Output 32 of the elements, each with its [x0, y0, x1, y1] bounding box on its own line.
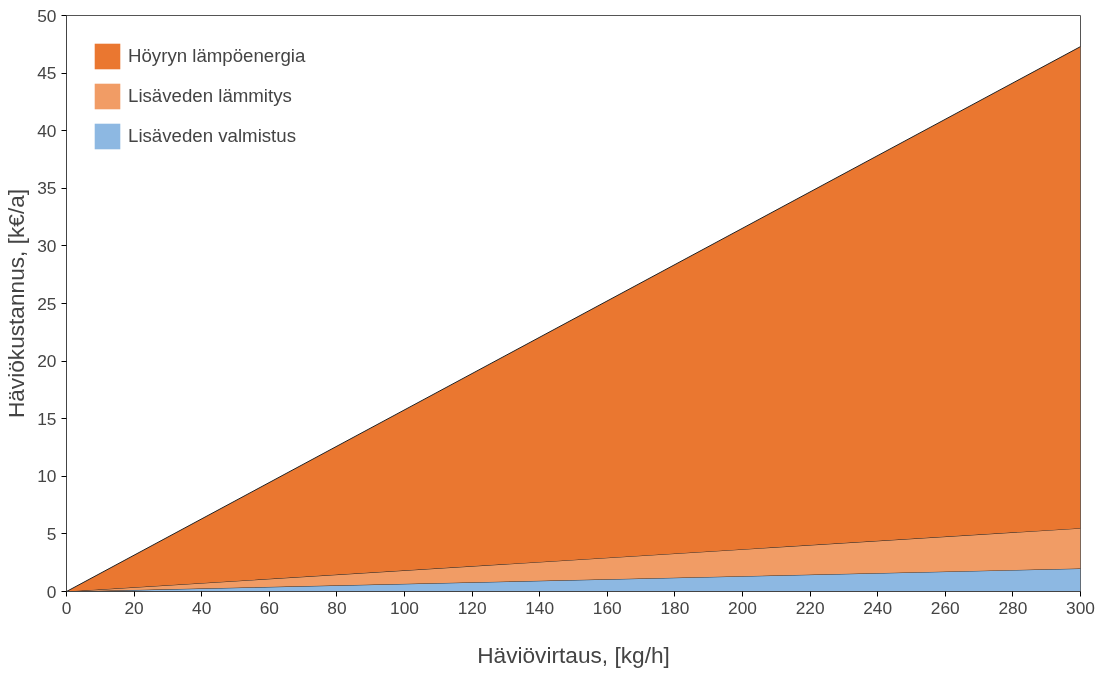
x-axis-title: Häviövirtaus, [kg/h] [477, 641, 670, 668]
x-tick-label: 280 [998, 597, 1028, 618]
y-tick-label: 15 [37, 408, 57, 429]
legend-label: Lisäveden valmistus [128, 125, 296, 147]
x-tick-label: 80 [327, 597, 347, 618]
x-tick-label: 200 [728, 597, 757, 618]
x-tick-label: 220 [795, 597, 825, 618]
x-tick-label: 240 [863, 597, 893, 618]
x-tick-label: 160 [592, 597, 622, 618]
y-tick-label: 40 [37, 120, 57, 141]
x-tick-label: 300 [1066, 597, 1095, 618]
legend-label: Lisäveden lämmitys [128, 85, 292, 107]
x-tick-label: 20 [124, 597, 144, 618]
y-tick-label: 25 [37, 293, 57, 314]
x-tick-label: 120 [457, 597, 487, 618]
y-tick-label: 50 [37, 5, 57, 26]
legend-label: Höyryn lämpöenergia [128, 45, 306, 67]
x-tick-label: 180 [660, 597, 690, 618]
y-tick-label: 35 [37, 178, 57, 199]
y-axis-title: Häviökustannus, [k€/a] [3, 188, 30, 419]
y-tick-label: 20 [37, 351, 57, 372]
y-tick-label: 45 [37, 63, 57, 84]
x-tick-label: 260 [930, 597, 960, 618]
y-tick-label: 30 [37, 235, 57, 256]
x-tick-label: 100 [390, 597, 419, 618]
y-tick-label: 5 [46, 523, 57, 544]
y-tick-label: 0 [46, 581, 57, 602]
x-tick-label: 0 [61, 597, 72, 618]
x-tick-label: 40 [192, 597, 212, 618]
x-tick-label: 140 [525, 597, 555, 618]
x-tick-label: 60 [259, 597, 279, 618]
y-tick-label: 10 [37, 466, 57, 487]
